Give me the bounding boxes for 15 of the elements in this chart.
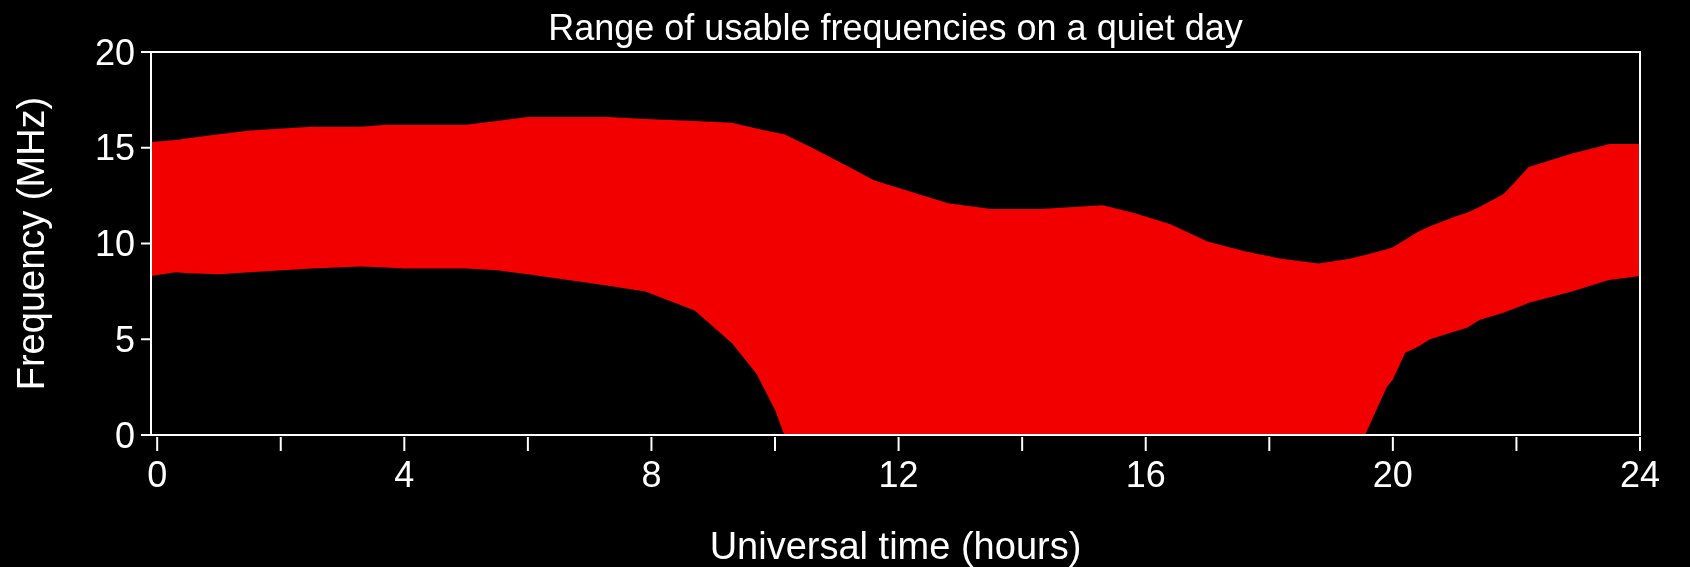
x-tick-label: 8 [641,454,662,495]
y-tick-label: 0 [114,414,135,456]
x-tick-label: 20 [1372,454,1413,495]
x-tick-label: 16 [1125,454,1166,495]
y-tick-label: 20 [94,31,135,73]
x-tick-label: 0 [147,454,168,495]
y-axis-title: Frequency (MHz) [10,96,52,391]
y-tick-label: 15 [94,127,135,169]
y-tick-label: 10 [94,223,135,265]
x-axis-title: Universal time (hours) [709,525,1082,567]
x-tick-label: 4 [394,454,415,495]
x-tick-label: 24 [1619,454,1661,495]
chart-title: Range of usable frequencies on a quiet day [548,7,1243,48]
x-tick-label: 12 [878,454,919,495]
y-tick-label: 5 [114,318,135,360]
